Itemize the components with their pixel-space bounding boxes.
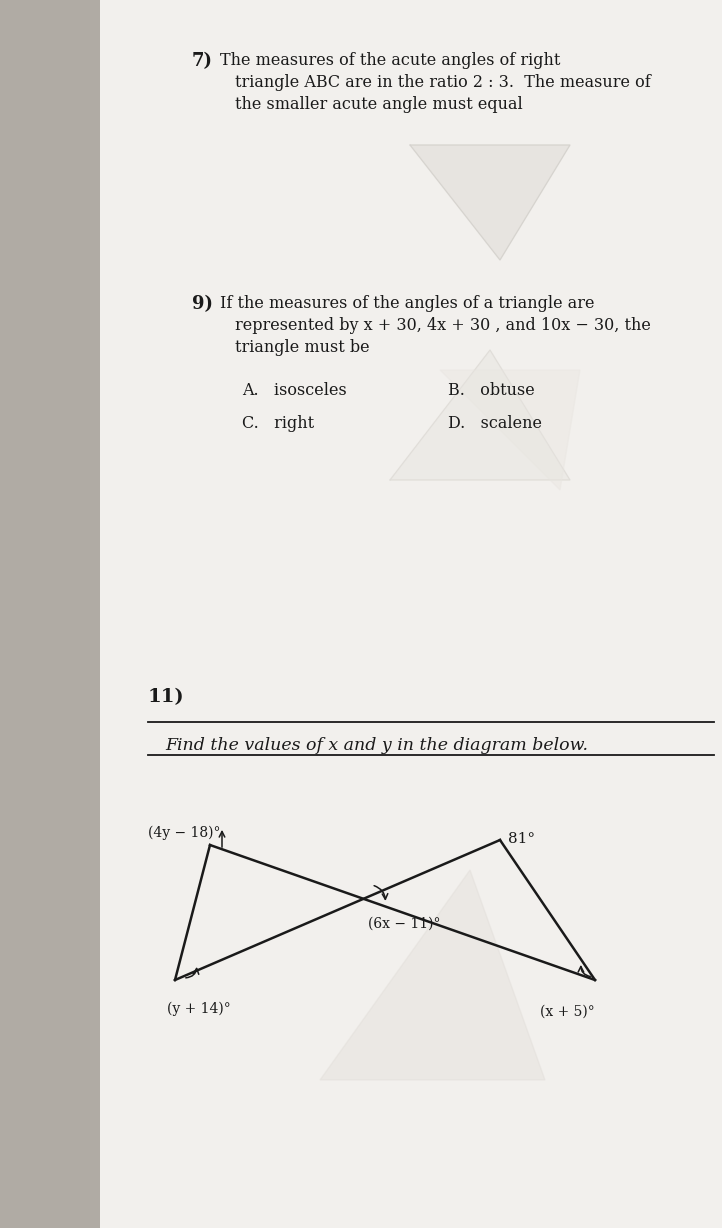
Text: 11): 11) [148,688,185,706]
Polygon shape [440,370,580,490]
Polygon shape [320,869,545,1079]
Text: (4y − 18)°: (4y − 18)° [148,825,220,840]
Polygon shape [390,350,570,480]
Polygon shape [410,145,570,260]
Text: The measures of the acute angles of right: The measures of the acute angles of righ… [220,52,560,69]
Text: D.   scalene: D. scalene [448,415,542,432]
Bar [0,0,100,1228]
Text: Find the values of x and y in the diagram below.: Find the values of x and y in the diagra… [165,737,588,754]
Text: A.   isosceles: A. isosceles [242,382,347,399]
Text: triangle ABC are in the ratio 2 : 3.  The measure of: triangle ABC are in the ratio 2 : 3. The… [235,74,651,91]
Text: 81°: 81° [508,833,535,846]
Text: triangle must be: triangle must be [235,339,370,356]
Text: represented by x + 30, 4x + 30 , and 10x − 30, the: represented by x + 30, 4x + 30 , and 10x… [235,317,651,334]
Text: (y + 14)°: (y + 14)° [167,1002,231,1017]
Text: B.   obtuse: B. obtuse [448,382,535,399]
Text: 7): 7) [192,52,213,70]
Text: If the measures of the angles of a triangle are: If the measures of the angles of a trian… [220,295,594,312]
Text: (6x − 11)°: (6x − 11)° [368,917,441,931]
Text: the smaller acute angle must equal: the smaller acute angle must equal [235,96,523,113]
Text: 9): 9) [192,295,213,313]
Bar [100,0,722,1228]
Text: (x + 5)°: (x + 5)° [540,1005,595,1019]
Text: C.   right: C. right [242,415,314,432]
